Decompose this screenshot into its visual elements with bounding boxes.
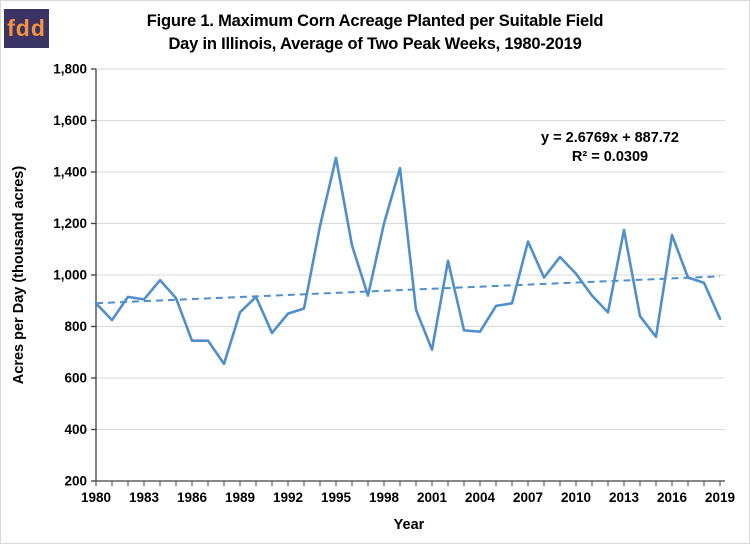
- y-tick-label: 600: [64, 371, 87, 386]
- tick-labels: 200 400 600 800 1,000 1,200 1,400 1,600 1,800 198…: [53, 62, 735, 506]
- trendline: [95, 275, 721, 305]
- x-tick-label: 1983: [129, 490, 160, 505]
- series-line: [94, 156, 722, 366]
- x-tick-label: 2013: [609, 490, 640, 505]
- y-tick-label: 1,200: [53, 216, 87, 231]
- trendline-annotation: y = 2.6769x + 887.72 R² = 0.0309: [495, 129, 725, 167]
- x-tick-label: 1980: [81, 490, 111, 505]
- y-axis-title: Acres per Day (thousand acres): [11, 165, 27, 385]
- y-tick-label: 1,000: [53, 268, 87, 283]
- y-tick-label: 800: [64, 319, 87, 334]
- x-tick-label: 1992: [273, 490, 303, 505]
- trendline-r-squared: R² = 0.0309: [571, 149, 649, 165]
- x-tick-label: 2007: [513, 490, 543, 505]
- trendline-group: [95, 275, 721, 305]
- x-tick-label: 2019: [705, 490, 735, 505]
- x-tick-label: 2001: [417, 490, 448, 505]
- x-tick-label: 1998: [369, 490, 400, 505]
- y-tick-label: 1,600: [53, 113, 87, 128]
- chart-title-line2: Day in Illinois, Average of Two Peak Wee…: [168, 35, 582, 53]
- x-tick-label: 1986: [177, 490, 208, 505]
- x-tick-label: 2016: [657, 490, 688, 505]
- series-group: [94, 156, 722, 366]
- chart-title: Figure 1. Maximum Corn Acreage Planted p…: [1, 10, 749, 56]
- fdd-logo-text: fdd: [7, 15, 46, 41]
- x-tick-label: 2010: [561, 490, 591, 505]
- trendline-equation: y = 2.6769x + 887.72: [541, 130, 679, 146]
- y-tick-label: 400: [64, 422, 87, 437]
- x-tick-label: 2004: [465, 490, 496, 505]
- axis-ticks: [91, 68, 721, 486]
- chart-title-line1: Figure 1. Maximum Corn Acreage Planted p…: [146, 12, 604, 30]
- fdd-logo: fdd: [4, 9, 49, 48]
- y-tick-label: 1,400: [53, 165, 87, 180]
- y-tick-label: 200: [64, 474, 87, 489]
- y-tick-label: 1,800: [53, 62, 87, 77]
- x-axis-title: Year: [393, 517, 425, 533]
- gridlines: [96, 68, 725, 430]
- x-tick-label: 1989: [225, 490, 255, 505]
- x-tick-label: 1995: [321, 490, 352, 505]
